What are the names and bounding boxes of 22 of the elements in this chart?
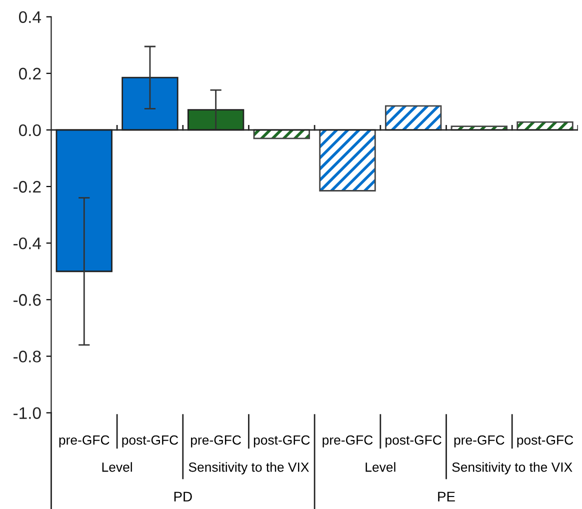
text: Level	[102, 462, 132, 472]
y-tick-label: 0.0	[18, 124, 41, 136]
x-tick-label: pre-GFC	[454, 435, 504, 448]
x-tick-label: post-GFC	[386, 435, 442, 448]
text: PE	[438, 492, 455, 502]
y-tick-label: -0.2	[14, 180, 41, 193]
text: Level	[366, 462, 396, 472]
x-tick-label: pre-GFC	[322, 435, 373, 448]
x-tick-label: post-GFC	[517, 435, 574, 448]
text: Sensitivity to the VIX	[188, 462, 309, 474]
y-tick-label: -1.0	[14, 407, 41, 419]
y-tick-label: 0.4	[18, 11, 42, 23]
y-tick-label: -0.8	[14, 350, 41, 362]
y-tick-label: -0.4	[14, 237, 42, 250]
text: PD	[174, 492, 192, 502]
x-tick-label: pre-GFC	[59, 435, 110, 448]
x-tick-label: pre-GFC	[191, 435, 241, 448]
y-tick-label: 0.2	[18, 68, 41, 80]
x-tick-label: post-GFC	[122, 435, 178, 448]
y-tick-label: -0.6	[14, 294, 41, 306]
text: Sensitivity to the VIX	[452, 462, 572, 474]
x-tick-label: post-GFC	[254, 435, 310, 448]
